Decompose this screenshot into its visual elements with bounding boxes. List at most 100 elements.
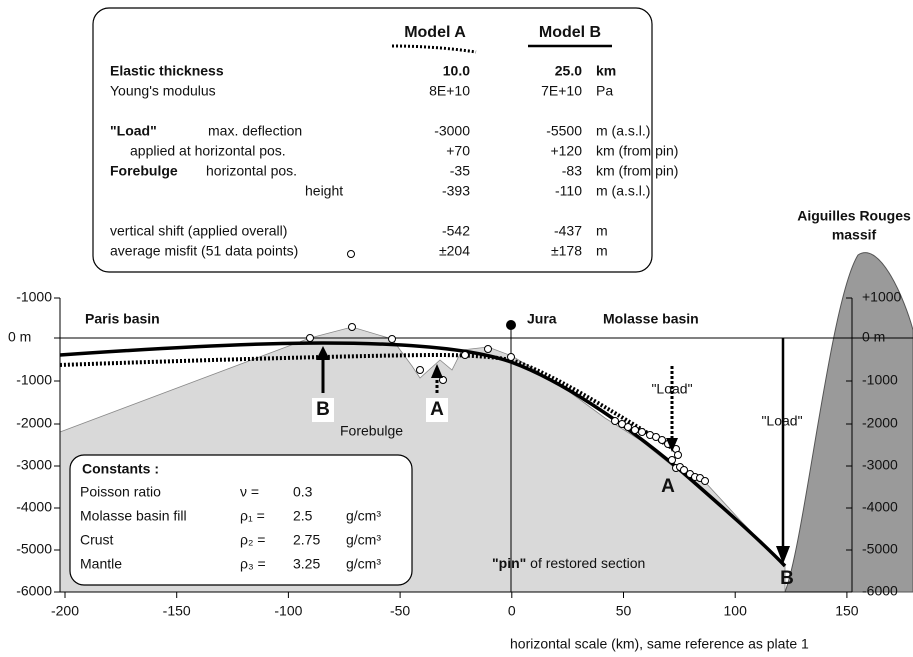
data-point bbox=[638, 428, 646, 436]
y-tick-label: -2000 bbox=[16, 415, 52, 431]
data-point bbox=[507, 353, 515, 361]
model-b-value: +120 bbox=[550, 143, 582, 159]
row-label: Elastic thickness bbox=[110, 63, 224, 79]
unit: m (a.s.l.) bbox=[596, 183, 650, 199]
row-label: Forebulge bbox=[110, 163, 178, 179]
row-label: applied at horizontal pos. bbox=[130, 143, 286, 159]
data-point bbox=[388, 335, 396, 343]
y-tick-label: -6000 bbox=[16, 583, 52, 599]
column-header: Model A bbox=[404, 24, 466, 41]
x-tick-label: -100 bbox=[274, 603, 302, 619]
arrow-head bbox=[666, 438, 678, 452]
model-b-value: -5500 bbox=[546, 123, 582, 139]
arrow-head bbox=[316, 346, 330, 360]
model-b-value: -110 bbox=[555, 183, 582, 199]
label-bg bbox=[426, 398, 448, 422]
data-point bbox=[439, 376, 447, 384]
constant-unit: g/cm³ bbox=[346, 556, 381, 572]
constant-name: Molasse basin fill bbox=[80, 508, 187, 524]
data-point bbox=[674, 451, 682, 459]
constant-name: Crust bbox=[80, 532, 114, 548]
data-point bbox=[701, 477, 709, 485]
y-tick-label: -1000 bbox=[16, 372, 52, 388]
constant-value: 0.3 bbox=[293, 484, 313, 500]
label: Molasse basin bbox=[603, 311, 699, 327]
arrow-head bbox=[776, 546, 790, 564]
y-tick-label: -1000 bbox=[16, 289, 52, 305]
model-b-value: ±178 bbox=[551, 243, 582, 259]
unit: km (from pin) bbox=[596, 163, 678, 179]
y-tick-label: -1000 bbox=[862, 372, 898, 388]
data-point bbox=[416, 366, 424, 374]
model-b-curve bbox=[59, 341, 787, 568]
y-tick-label: -4000 bbox=[16, 499, 52, 515]
label: "pin" of restored section bbox=[492, 555, 645, 571]
label: Jura bbox=[527, 311, 557, 327]
label: massif bbox=[832, 227, 877, 243]
label: A bbox=[661, 476, 675, 497]
row-label: height bbox=[305, 183, 343, 199]
label: B bbox=[316, 399, 330, 420]
y-tick-label: -3000 bbox=[862, 457, 898, 473]
unit: km bbox=[596, 63, 616, 79]
data-point bbox=[631, 426, 639, 434]
model-b-value: -437 bbox=[554, 223, 582, 239]
arrow-head bbox=[431, 364, 443, 378]
y-tick-label: -5000 bbox=[862, 541, 898, 557]
y-tick-label: -4000 bbox=[862, 499, 898, 515]
constant-name: Poisson ratio bbox=[80, 484, 161, 500]
x-tick-label: -50 bbox=[390, 603, 410, 619]
data-point bbox=[348, 323, 356, 331]
row-label: vertical shift (applied overall) bbox=[110, 223, 287, 239]
row-label: average misfit (51 data points) bbox=[110, 243, 298, 259]
unit: m bbox=[596, 243, 608, 259]
constants-box bbox=[69, 454, 413, 586]
x-tick-label: -200 bbox=[51, 603, 79, 619]
model-b-value: -83 bbox=[562, 163, 582, 179]
unit: m (a.s.l.) bbox=[596, 123, 650, 139]
constant-symbol: ν = bbox=[240, 484, 259, 500]
constant-name: Mantle bbox=[80, 556, 122, 572]
model-a-value: -393 bbox=[442, 183, 470, 199]
y-tick-label: -2000 bbox=[862, 415, 898, 431]
y-tick-label: -6000 bbox=[862, 583, 898, 599]
constant-value: 2.5 bbox=[293, 508, 313, 524]
table-box bbox=[92, 7, 653, 273]
row-label: max. deflection bbox=[208, 123, 302, 139]
pin-dot bbox=[506, 320, 516, 330]
y-tick-label: -3000 bbox=[16, 457, 52, 473]
model-a-value: 10.0 bbox=[443, 63, 470, 79]
constants-title: Constants : bbox=[82, 461, 159, 477]
model-a-value: 8E+10 bbox=[429, 83, 470, 99]
y-tick-label: -5000 bbox=[16, 541, 52, 557]
y-tick-label: +1000 bbox=[862, 289, 902, 305]
x-axis-label: horizontal scale (km), same reference as… bbox=[510, 636, 809, 652]
row-label: Young's modulus bbox=[110, 83, 216, 99]
x-tick-label: 0 bbox=[508, 603, 516, 619]
data-point bbox=[611, 417, 619, 425]
y-tick-label: 0 m bbox=[8, 329, 31, 345]
legend-point bbox=[347, 250, 355, 258]
data-point bbox=[624, 423, 632, 431]
label: A bbox=[430, 399, 444, 420]
row-label: horizontal pos. bbox=[206, 163, 297, 179]
x-tick-label: 150 bbox=[835, 603, 859, 619]
unit: m bbox=[596, 223, 608, 239]
model-a-value: +70 bbox=[446, 143, 470, 159]
label: B bbox=[780, 568, 794, 589]
x-tick-label: 50 bbox=[616, 603, 632, 619]
model-b-value: 7E+10 bbox=[541, 83, 582, 99]
constant-symbol: ρ₃ = bbox=[240, 556, 266, 572]
column-header: Model B bbox=[539, 24, 601, 41]
x-tick-label: -150 bbox=[163, 603, 191, 619]
data-point bbox=[668, 456, 676, 464]
data-point bbox=[680, 466, 688, 474]
constant-unit: g/cm³ bbox=[346, 508, 381, 524]
constant-symbol: ρ₂ = bbox=[240, 532, 265, 548]
y-tick-label: 0 m bbox=[862, 329, 885, 345]
data-point bbox=[461, 351, 469, 359]
model-b-value: 25.0 bbox=[555, 63, 582, 79]
label: Paris basin bbox=[85, 311, 160, 327]
constant-symbol: ρ₁ = bbox=[240, 508, 265, 524]
